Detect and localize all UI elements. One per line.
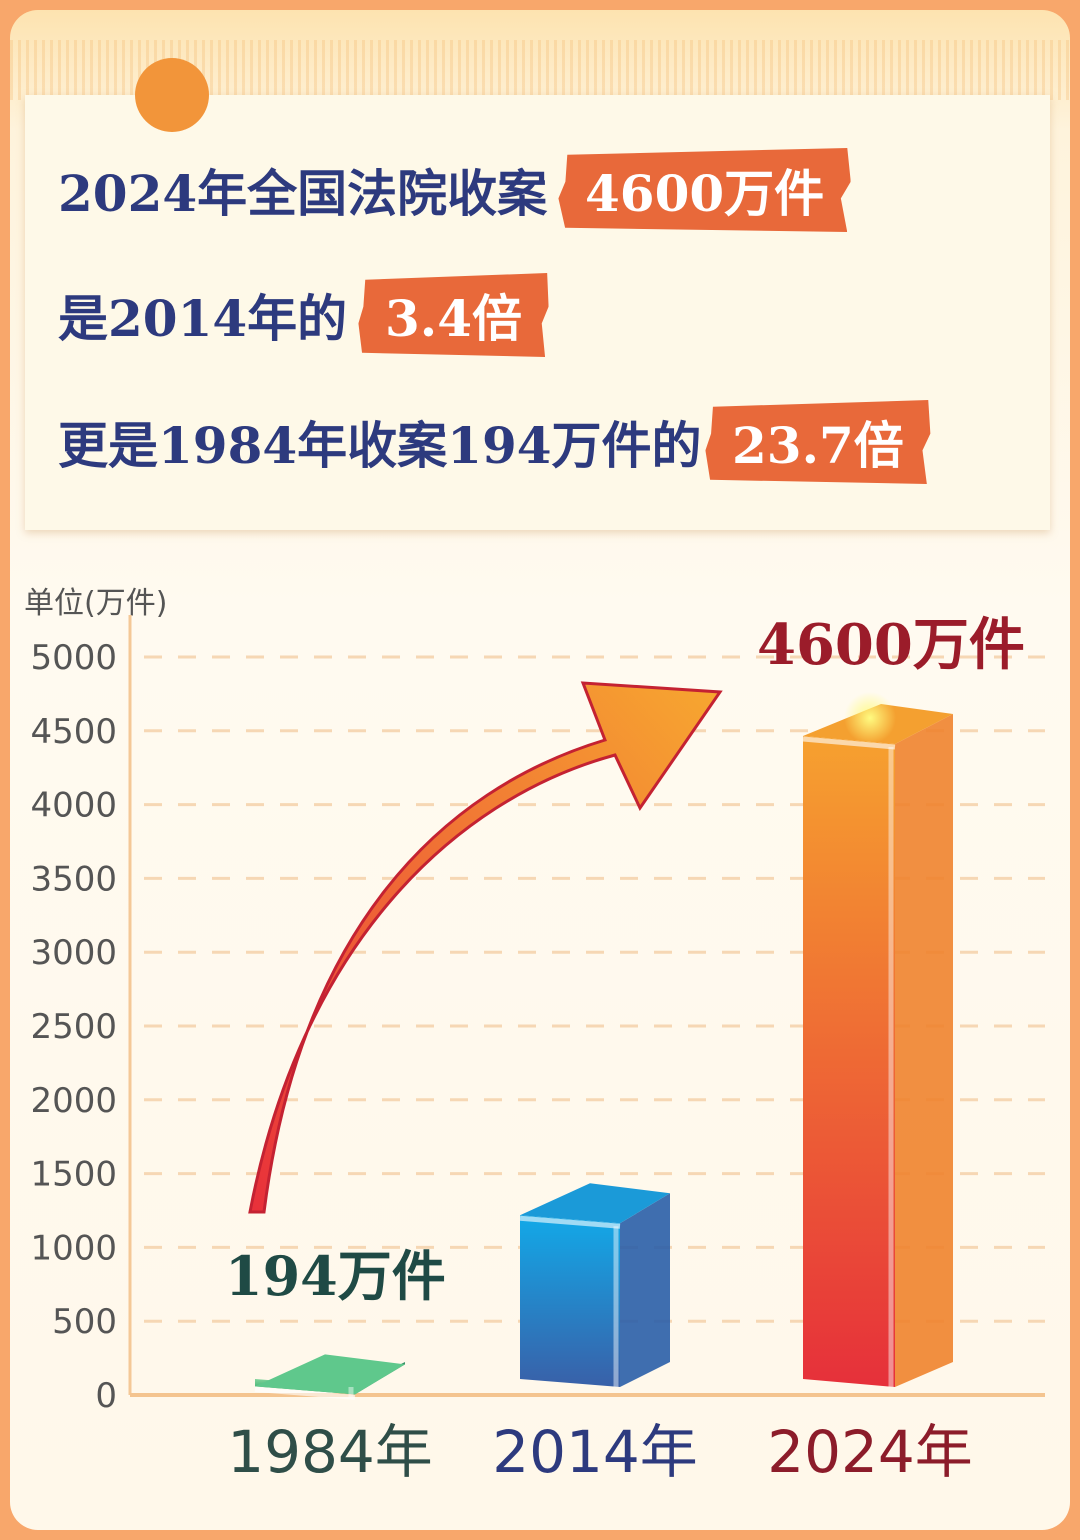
- data-label-1984: 194万件: [225, 1244, 446, 1308]
- y-tick-label: 500: [52, 1302, 117, 1342]
- headline-line-2: 是2014年的 3.4倍: [58, 273, 548, 357]
- y-tick-label: 2000: [30, 1081, 117, 1121]
- bar-highlight: [802, 736, 896, 750]
- x-tick-label: 1984年: [227, 1418, 433, 1486]
- y-tick-label: 3500: [30, 859, 117, 899]
- bar-front: [803, 736, 895, 1387]
- headline-text: 是2014年的: [58, 289, 348, 348]
- bar-1984年: [254, 1354, 405, 1400]
- bar-2024年: [802, 704, 953, 1387]
- headline-line-1: 2024年全国法院收案 4600万件: [58, 148, 850, 232]
- y-tick-label: 3000: [30, 933, 117, 973]
- y-tick-label: 2500: [30, 1007, 117, 1047]
- unit-label: 单位(万件): [24, 586, 168, 621]
- y-tick-label: 4500: [30, 712, 117, 752]
- headline-line-3: 更是1984年收案194万件的 23.7倍: [58, 400, 929, 484]
- bar-front: [520, 1215, 620, 1387]
- bar-side: [620, 1193, 670, 1387]
- bar-side: [895, 714, 953, 1387]
- bar-2014年: [519, 1183, 670, 1387]
- bar-top: [520, 1183, 670, 1224]
- x-tick-label: 2014年: [492, 1418, 698, 1486]
- y-tick-label: 0: [95, 1376, 117, 1416]
- headline-text: 2024年全国法院收案: [58, 164, 548, 223]
- decorative-dot: [135, 58, 209, 132]
- headline-text: 更是1984年收案194万件的: [58, 416, 702, 475]
- x-tick-label: 2024年: [767, 1418, 973, 1486]
- bar-highlight: [254, 1386, 356, 1400]
- growth-arrow: [248, 681, 723, 1214]
- y-tick-label: 5000: [30, 638, 117, 678]
- glow-highlight: [844, 692, 896, 744]
- bar-highlight: [519, 1215, 621, 1229]
- y-tick-label: 1000: [30, 1228, 117, 1268]
- bar-top: [255, 1354, 405, 1395]
- y-tick-label: 1500: [30, 1155, 117, 1195]
- data-label-2024: 4600万件: [757, 612, 1025, 678]
- y-tick-label: 4000: [30, 786, 117, 826]
